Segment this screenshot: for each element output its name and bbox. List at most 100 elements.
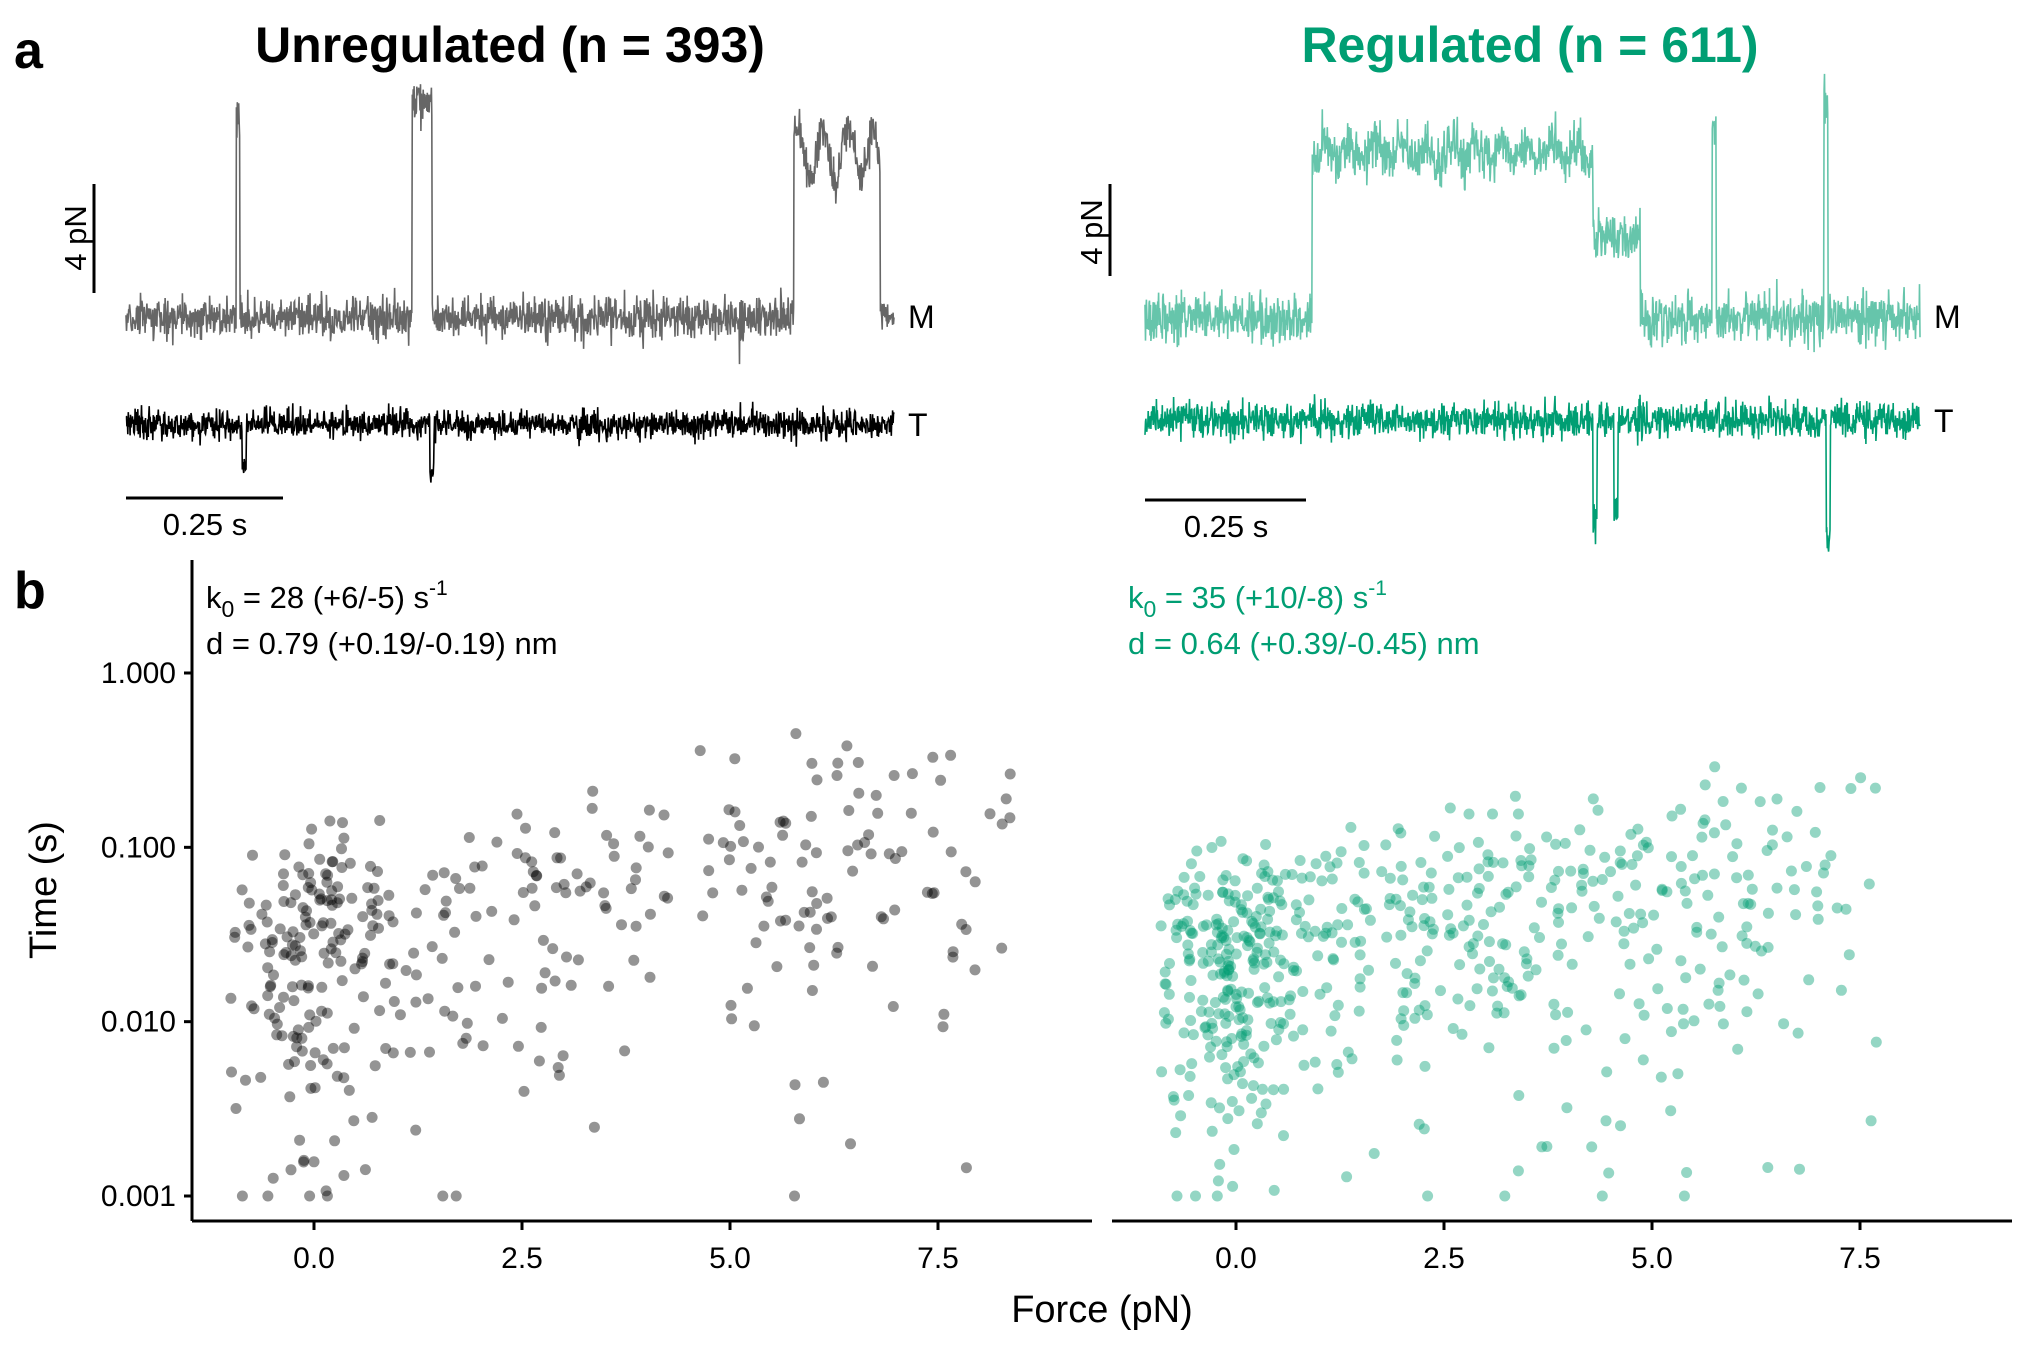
scatter-point xyxy=(368,882,380,894)
scatter-point xyxy=(336,862,348,873)
scatter-point xyxy=(1825,850,1837,862)
scatter-point xyxy=(1155,920,1167,932)
scatter-point xyxy=(1220,993,1231,1005)
scatter-point xyxy=(452,982,464,994)
trace-unregulated-m xyxy=(125,84,895,365)
scatter-point xyxy=(1199,1022,1211,1034)
scatter-point xyxy=(906,768,918,780)
scatter-point xyxy=(1502,886,1514,898)
scatter-point xyxy=(1576,885,1588,897)
scatter-point xyxy=(287,926,299,938)
scatter-point xyxy=(285,897,297,909)
scatter-point xyxy=(1189,882,1201,894)
scatter-point xyxy=(1643,953,1655,965)
scatter-point xyxy=(1218,965,1230,977)
scatter-point xyxy=(1186,927,1197,939)
scatter-point xyxy=(889,904,901,916)
scatter-point xyxy=(1497,857,1509,869)
x-tick-label: 2.5 xyxy=(1423,1242,1465,1275)
scatter-point xyxy=(1746,883,1758,895)
trace-line-regulated-t xyxy=(1144,394,1921,552)
scatter-point xyxy=(269,1012,281,1024)
scatter-point xyxy=(1358,903,1370,915)
scatter-point xyxy=(1485,906,1497,918)
scatter-point xyxy=(1242,890,1254,902)
scatter-point xyxy=(1251,942,1263,954)
scatter-point xyxy=(1791,805,1803,817)
scatter-point xyxy=(537,934,549,946)
scatter-point xyxy=(927,751,939,763)
trace-label-t-left: T xyxy=(908,407,928,443)
scatter-point xyxy=(1600,1115,1612,1127)
scatter-point xyxy=(1745,898,1757,910)
scatter-point xyxy=(1316,875,1328,887)
scatter-point xyxy=(1226,1096,1238,1107)
scatter-point xyxy=(512,1040,524,1052)
scatter-point xyxy=(766,881,778,893)
scatter-point xyxy=(1184,1070,1196,1082)
scatter-point xyxy=(555,852,567,864)
scatter-point xyxy=(1170,1127,1182,1139)
scatter-point xyxy=(439,1005,451,1017)
scatter-point xyxy=(1397,987,1409,999)
scatter-point xyxy=(703,865,715,877)
scatter-point xyxy=(327,856,339,868)
scatter-point xyxy=(1616,858,1628,870)
scatter-point xyxy=(1530,964,1542,976)
scatter-point xyxy=(291,1041,303,1053)
x-tick-label: 0.0 xyxy=(293,1242,335,1275)
scatter-point xyxy=(658,890,670,902)
scatter-point xyxy=(366,904,378,916)
scatter-point xyxy=(1299,920,1311,932)
scatter-point xyxy=(440,895,452,907)
scatter-point xyxy=(1278,958,1290,970)
scatter-point xyxy=(842,845,854,857)
scatter-point xyxy=(300,919,312,931)
scatter-point xyxy=(322,869,334,881)
scatter-point xyxy=(1482,849,1494,861)
scatter-point xyxy=(1523,871,1535,883)
scatter-point xyxy=(1237,1012,1249,1024)
x-tick-label: 7.5 xyxy=(917,1242,959,1275)
scatter-point xyxy=(1484,956,1495,967)
scatter-point xyxy=(321,876,333,888)
scatter-point xyxy=(1222,985,1234,997)
scatter-point xyxy=(496,1012,508,1024)
scatter-point xyxy=(1275,1017,1286,1028)
scatter-point xyxy=(1368,1148,1380,1159)
scatter-point xyxy=(1588,900,1600,912)
scatter-point xyxy=(1223,964,1235,975)
scatter-point xyxy=(1675,861,1687,872)
scatter-point xyxy=(1500,888,1512,900)
scatter-point xyxy=(1185,858,1197,870)
scatter-point xyxy=(1392,823,1404,835)
scatter-point xyxy=(789,1190,800,1202)
scatter-point xyxy=(1677,1003,1689,1015)
scatter-point xyxy=(1665,1026,1677,1038)
scatter-point xyxy=(438,867,450,879)
scatter-point xyxy=(1354,973,1366,985)
scatter-point xyxy=(969,964,981,976)
y-tick-label: 0.100 xyxy=(101,831,176,864)
scatter-point xyxy=(1418,881,1430,893)
scatter-point xyxy=(1705,928,1717,940)
scatter-point xyxy=(1183,955,1195,967)
scatter-point xyxy=(1444,802,1456,814)
scatter-point xyxy=(662,847,674,859)
scatter-point xyxy=(1211,926,1223,938)
scatter-point xyxy=(1164,899,1175,911)
scatter-point xyxy=(1213,1008,1225,1020)
scatter-point xyxy=(1513,990,1525,1002)
scatter-point xyxy=(277,880,289,891)
scatter-point xyxy=(1274,895,1286,907)
scatter-point xyxy=(383,889,395,901)
scatter-point xyxy=(1176,920,1188,932)
scatter-point xyxy=(1694,963,1706,975)
scatter-point xyxy=(388,996,400,1007)
scatter-point xyxy=(1251,882,1263,894)
y-ticks: 0.001 0.010 0.100 1.000 xyxy=(101,657,192,1213)
scatter-point xyxy=(1499,972,1510,984)
scatter-point xyxy=(1247,1080,1259,1092)
scatter-point xyxy=(1214,956,1226,968)
scatter-point xyxy=(357,952,368,964)
